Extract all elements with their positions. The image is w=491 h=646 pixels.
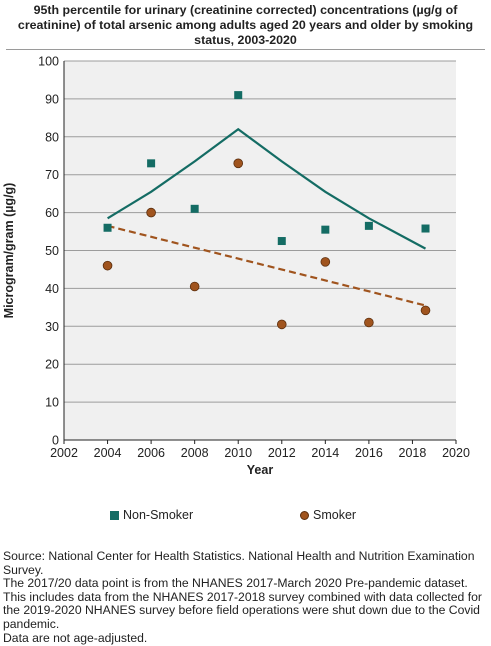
marker-series-0-6 — [364, 221, 373, 230]
x-tick-label-2: 2006 — [137, 446, 165, 460]
x-tick-label-7: 2016 — [355, 446, 383, 460]
y-tick-label-6: 60 — [45, 206, 59, 220]
marker-series-0-3 — [234, 91, 243, 100]
marker-series-0-7 — [421, 224, 430, 233]
y-tick-label-9: 90 — [45, 92, 59, 106]
marker-series-0-5 — [321, 225, 330, 234]
marker-series-1-4 — [276, 319, 287, 330]
x-tick-label-8: 2018 — [399, 446, 427, 460]
chart-title: 95th percentile for urinary (creatinine … — [17, 3, 474, 47]
marker-series-0-2 — [190, 204, 199, 213]
y-tick-label-2: 20 — [45, 358, 59, 372]
y-tick-label-0: 0 — [52, 434, 59, 448]
legend-square-icon — [110, 510, 119, 520]
x-tick-label-0: 2002 — [50, 446, 78, 460]
title-divider — [6, 49, 485, 50]
marker-series-1-6 — [364, 317, 374, 328]
y-axis-ticks: 0 10 20 30 40 50 60 70 80 90 100 — [38, 55, 59, 448]
y-tick-label-4: 40 — [45, 282, 59, 296]
legend-circle-icon — [300, 510, 309, 520]
y-tick-label-7: 70 — [45, 168, 59, 182]
marker-series-0-1 — [147, 159, 156, 168]
marker-series-1-5 — [320, 257, 331, 267]
x-tick-label-6: 2014 — [311, 446, 339, 460]
plot-area: 2002 2004 2006 2008 2010 2012 2014 2016 2018 2020… — [38, 55, 470, 461]
legend-label-non-smoker: Non-Smoker — [123, 508, 194, 522]
marker-series-1-1 — [146, 207, 156, 218]
trend-lines — [107, 127, 427, 307]
marker-series-0-0 — [103, 223, 112, 232]
x-tick-label-5: 2012 — [268, 446, 296, 460]
footnote-age: Data are not age-adjusted. — [3, 630, 148, 645]
y-tick-label-3: 30 — [45, 320, 59, 334]
chart-svg: 2002 2004 2006 2008 2010 2012 2014 2016 2018 2020… — [2, 55, 470, 478]
legend-label-smoker: Smoker — [313, 508, 357, 522]
x-axis-title: Year — [247, 463, 274, 477]
legend-item-smoker: Smoker — [300, 508, 356, 522]
footnote-source: Source: National Center for Health Stati… — [3, 549, 475, 577]
x-tick-label-4: 2010 — [224, 446, 252, 460]
y-tick-label-5: 50 — [45, 244, 59, 258]
marker-series-1-3 — [233, 158, 244, 169]
y-tick-label-10: 100 — [38, 55, 59, 69]
x-tick-label-9: 2020 — [442, 446, 470, 460]
x-axis-ticks: 2002 2004 2006 2008 2010 2012 2014 2016 2018 2020 — [50, 440, 470, 460]
marker-series-1-7 — [420, 305, 431, 316]
y-axis-title: Microgram/gram (µg/g) — [2, 183, 16, 319]
legend-item-non-smoker: Non-Smoker — [110, 508, 193, 522]
data-markers — [102, 91, 431, 330]
x-tick-label-3: 2008 — [181, 446, 209, 460]
x-tick-label-1: 2004 — [94, 446, 122, 460]
y-tick-label-8: 80 — [45, 130, 59, 144]
grid-lines — [63, 60, 456, 441]
trend-line-series-0 — [107, 127, 427, 250]
footnote-dataset: The 2017/20 data point is from the NHANE… — [3, 576, 482, 631]
marker-series-0-4 — [277, 237, 286, 246]
marker-series-1-2 — [189, 281, 200, 292]
marker-series-1-0 — [102, 260, 113, 271]
footnotes: Source: National Center for Health Stati… — [3, 549, 489, 645]
y-tick-label-1: 10 — [45, 396, 59, 410]
